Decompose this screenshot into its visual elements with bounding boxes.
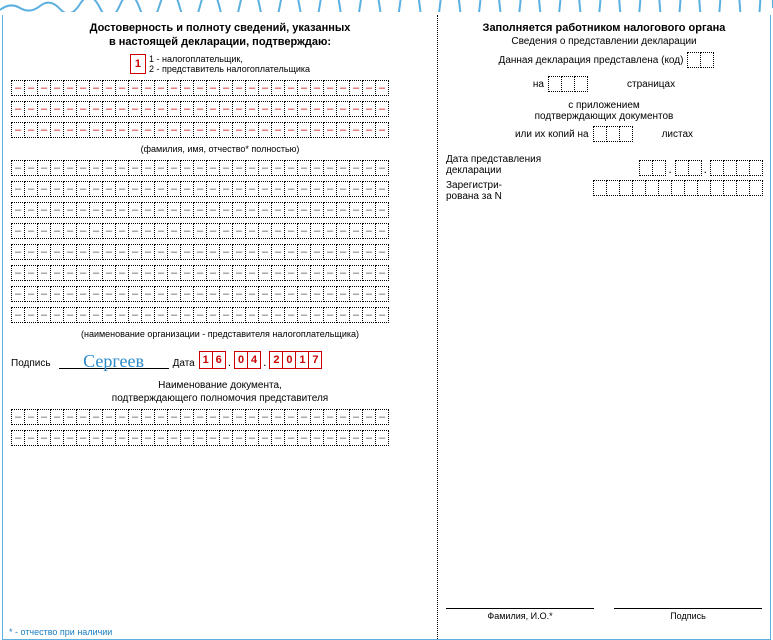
doc-title-l1: Наименование документа, <box>11 379 429 392</box>
left-panel: Достоверность и полноту сведений, указан… <box>3 15 438 639</box>
org-caption: (наименование организации - представител… <box>11 329 429 339</box>
right-sub1: Сведения о представлении декларации <box>446 35 762 48</box>
date-label: Дата <box>173 358 195 369</box>
right-fio-label: Фамилия, И.О.* <box>446 611 594 621</box>
att-cells[interactable] <box>593 126 632 142</box>
submission-date-cells[interactable]: . . <box>639 154 762 176</box>
doc-rows: ––––––––––––––––––––––––––––––––––––––––… <box>11 409 429 450</box>
right-title: Заполняется работником налогового органа <box>446 21 762 35</box>
right-sign-label: Подпись <box>614 611 762 621</box>
sign-label: Подпись <box>11 358 51 369</box>
declarant-legend: 1 - налогоплательщик, 2 - представитель … <box>149 54 310 74</box>
right-sub2: Данная декларация представлена (код) <box>499 55 684 66</box>
footnote: * - отчество при наличии <box>9 627 112 637</box>
org-rows: ––––––––––––––––––––––––––––––––––––––––… <box>11 160 429 327</box>
right-panel: Заполняется работником налогового органа… <box>438 15 770 639</box>
left-title-l1: Достоверность и полноту сведений, указан… <box>11 21 429 35</box>
submission-date-row: Дата представления декларации . . <box>446 154 762 176</box>
date-cells[interactable]: 1 6 . 0 4 . 2 0 1 7 <box>199 351 322 369</box>
att-unit: листах <box>662 129 693 140</box>
reg-row: Зарегистри- рована за N <box>446 180 762 202</box>
pages-on: на <box>533 79 544 90</box>
doc-title-l2: подтверждающего полномочия представителя <box>11 392 429 405</box>
torn-edge <box>0 0 773 12</box>
fio-caption: (фамилия, имя, отчество* полностью) <box>11 144 429 154</box>
fio-rows: ––––––––––––––––––––––––––––––––––––––––… <box>11 80 429 142</box>
code-cells[interactable] <box>687 52 713 68</box>
signature-line[interactable]: Сергеев <box>59 347 169 369</box>
signature-row: Подпись Сергеев Дата 1 6 . 0 4 . 2 0 1 7 <box>11 347 429 369</box>
signature-text: Сергеев <box>83 351 144 372</box>
pages-cells[interactable] <box>548 76 587 92</box>
declarant-code-cell[interactable]: 1 <box>130 54 146 74</box>
left-title-l2: в настоящей декларации, подтверждаю: <box>11 35 429 49</box>
reg-cells[interactable] <box>593 180 762 202</box>
att-block: с приложением подтверждающих документов … <box>446 100 762 142</box>
pages-unit: страницах <box>627 79 675 90</box>
